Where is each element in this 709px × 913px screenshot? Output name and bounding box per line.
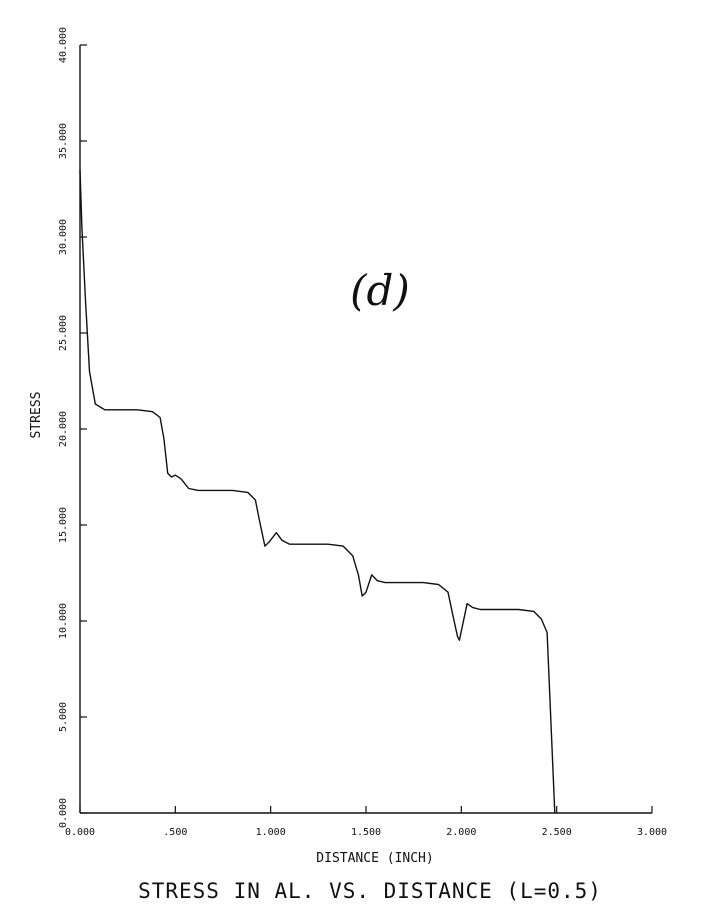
y-tick-label: 20.000 [58,411,69,447]
y-tick-label: 10.000 [58,603,69,639]
x-tick-label: 1.000 [256,827,286,838]
x-axis-ticks: 0.000 .500 1.000 1.500 2.000 2.500 3.000 [65,806,667,838]
x-tick-label: 1.500 [351,827,381,838]
y-tick-label: 5.000 [58,702,69,732]
axes [79,45,652,814]
y-tick-label: 25.000 [58,315,69,351]
series-line-stress [79,169,556,814]
x-axis-title: DISTANCE (INCH) [316,851,433,866]
x-tick-label: 2.000 [446,827,476,838]
y-axis-ticks: 0.000 5.000 10.000 15.000 20.000 25.000 30.000… [58,27,87,828]
y-tick-label: 15.000 [58,507,69,543]
x-tick-label: .500 [163,827,187,838]
y-tick-label: 0.000 [58,798,69,828]
panel-annotation: (d) [350,266,410,315]
y-tick-label: 40.000 [58,27,69,63]
x-tick-label: 3.000 [637,827,667,838]
x-tick-label: 2.500 [542,827,572,838]
series-layer [79,169,556,814]
y-tick-label: 35.000 [58,123,69,159]
chart-title: STRESS IN AL. VS. DISTANCE (L=0.5) [138,879,602,903]
y-tick-label: 30.000 [58,219,69,255]
x-tick-label: 0.000 [65,827,95,838]
y-axis-title: STRESS [29,392,44,439]
